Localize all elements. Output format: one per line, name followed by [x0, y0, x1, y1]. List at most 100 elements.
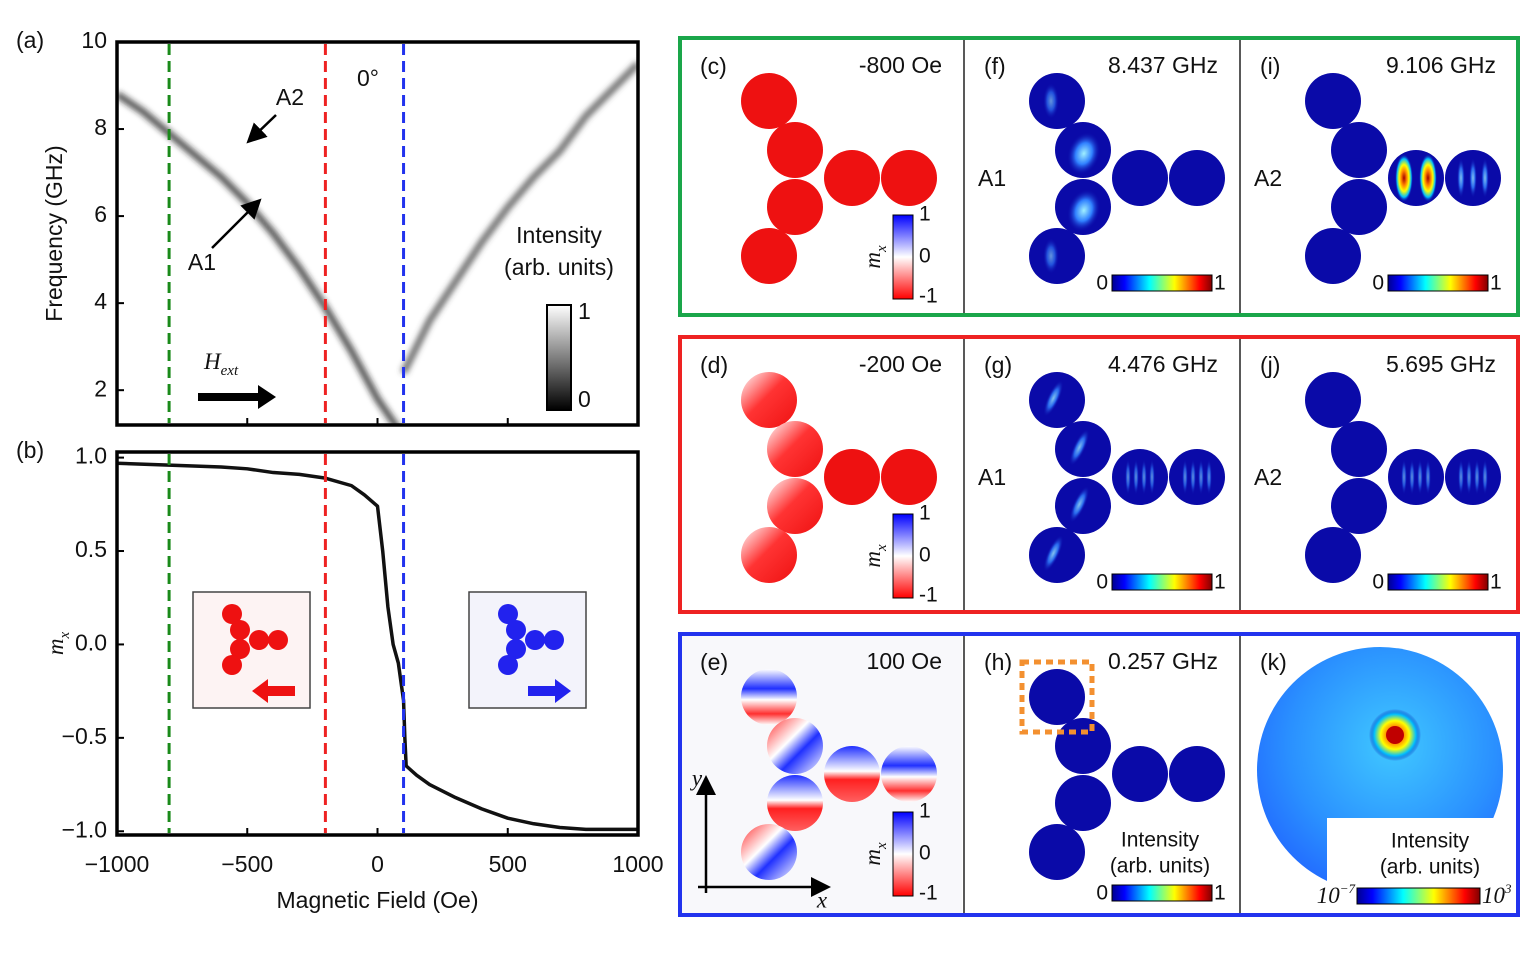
- panel-label: (i): [1260, 53, 1280, 79]
- power-exp: −7: [1340, 881, 1356, 896]
- nanodisk: [1305, 73, 1361, 129]
- panel-frame: [678, 335, 1520, 614]
- annotation-arrow: [246, 114, 277, 144]
- nanodisk: [824, 746, 880, 802]
- mode-intensity: [1190, 459, 1196, 495]
- panel-title: 0.257 GHz: [1108, 648, 1218, 674]
- colorbar-tick-label: 1: [1214, 272, 1226, 295]
- panel-label: (e): [700, 649, 728, 675]
- panel-title: -200 Oe: [859, 351, 942, 377]
- inset-arrow: [528, 679, 571, 703]
- nanodisk: [1169, 746, 1225, 802]
- colorbar: [1387, 274, 1489, 292]
- power-base: 10: [1317, 883, 1341, 908]
- colorbar-title: (arb. units): [1110, 855, 1210, 878]
- panel-title: 5.695 GHz: [1386, 351, 1496, 377]
- panel-label: (j): [1260, 352, 1280, 378]
- mode-intensity: [1069, 486, 1090, 523]
- colorbar-tick-label: 0: [1096, 882, 1108, 905]
- mode-intensity: [1401, 459, 1407, 495]
- mode-label: A2: [276, 84, 304, 110]
- colorbar-symbol-sub: x: [874, 544, 890, 552]
- mode-intensity: [1206, 459, 1212, 495]
- nanodisk: [1055, 718, 1111, 774]
- spectral-band: [400, 61, 638, 375]
- inset-disk: [222, 604, 242, 624]
- colorbar: [892, 513, 914, 599]
- magnetization-curve: [116, 461, 638, 832]
- colorbar: [1356, 887, 1481, 905]
- annotation-arrow: [211, 198, 262, 249]
- nanodisk: [1029, 824, 1085, 880]
- y-axis-label: Frequency (GHz): [41, 145, 67, 321]
- panel-title: 100 Oe: [867, 648, 942, 674]
- mode-intensity: [1466, 459, 1472, 495]
- panel-label: (f): [984, 53, 1006, 79]
- axis-name: x: [816, 887, 828, 912]
- inset-disk: [222, 655, 242, 675]
- y-axis-label: mx: [43, 632, 73, 656]
- inset-disk: [506, 620, 526, 640]
- panel-frame: [678, 632, 1520, 917]
- colorbar-tick-label: 1: [1214, 571, 1226, 594]
- nanodisk: [741, 372, 797, 428]
- nanodisk: [881, 746, 937, 802]
- angle-label: 0°: [357, 65, 379, 91]
- nanodisk: [1331, 421, 1387, 477]
- x-tick-label: 0: [371, 851, 384, 877]
- y-tick-label: 6: [94, 201, 107, 227]
- mode-intensity: [1182, 459, 1188, 495]
- field-label-sub: ext: [221, 363, 239, 379]
- y-tick-label: 2: [94, 375, 107, 401]
- nanodisk: [767, 179, 823, 235]
- power-base: 10: [1482, 883, 1506, 908]
- y-axis-label-sub: x: [57, 632, 73, 640]
- colorbar-symbol-main: m: [860, 551, 885, 568]
- panel-label: (d): [700, 352, 728, 378]
- mode-intensity: [1469, 158, 1477, 198]
- mode-intensity: [1067, 132, 1101, 175]
- nanodisk: [1305, 372, 1361, 428]
- y-tick-label: 8: [94, 114, 107, 140]
- mode-intensity: [1149, 459, 1155, 495]
- zoom-center: [1386, 726, 1404, 744]
- mode-intensity: [1482, 459, 1488, 495]
- mode-intensity: [1043, 83, 1059, 119]
- mode-intensity: [1419, 154, 1437, 202]
- colorbar: [1111, 573, 1213, 591]
- nanodisk: [1305, 527, 1361, 583]
- colorbar-tick-label: -1: [919, 882, 938, 905]
- inset-disk: [498, 604, 518, 624]
- colorbar: [1387, 573, 1489, 591]
- colorbar-tick-label: 0: [919, 842, 931, 865]
- nanodisk: [1331, 122, 1387, 178]
- inset-arrow: [252, 679, 295, 703]
- x-axis-label: Magnetic Field (Oe): [277, 887, 479, 913]
- colorbar-tick-label: -1: [919, 285, 938, 308]
- field-arrowhead: [258, 385, 276, 409]
- mode-intensity: [1133, 459, 1139, 495]
- colorbar-symbol: mx: [860, 544, 890, 568]
- colorbar: [1111, 274, 1213, 292]
- panel-title: 8.437 GHz: [1108, 52, 1218, 78]
- colorbar-tick-label: 10−7: [1317, 881, 1356, 908]
- panel-label: (g): [984, 352, 1012, 378]
- colorbar: [892, 214, 914, 300]
- mode-label: A2: [1254, 464, 1282, 490]
- nanodisk: [1112, 449, 1168, 505]
- nanodisk: [1112, 150, 1168, 206]
- mode-intensity: [1481, 158, 1489, 198]
- mode-intensity: [1395, 154, 1413, 202]
- inset-disk: [498, 655, 518, 675]
- mode-intensity: [1458, 459, 1464, 495]
- colorbar-title: Intensity: [1121, 829, 1200, 852]
- colorbar-tick-label: 0: [919, 544, 931, 567]
- colorbar-tick-label: 1: [919, 203, 931, 226]
- y-tick-label: 0.5: [75, 536, 107, 562]
- colorbar-tick-label: -1: [919, 584, 938, 607]
- highlight-box: [1019, 659, 1095, 735]
- nanodisk: [741, 824, 797, 880]
- panel-frame: [678, 36, 1520, 317]
- mode-intensity: [1141, 459, 1147, 495]
- colorbar-symbol-main: m: [860, 849, 885, 866]
